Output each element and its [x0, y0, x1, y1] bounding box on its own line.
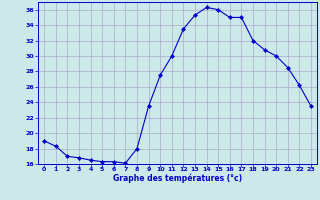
X-axis label: Graphe des températures (°c): Graphe des températures (°c) [113, 173, 242, 183]
